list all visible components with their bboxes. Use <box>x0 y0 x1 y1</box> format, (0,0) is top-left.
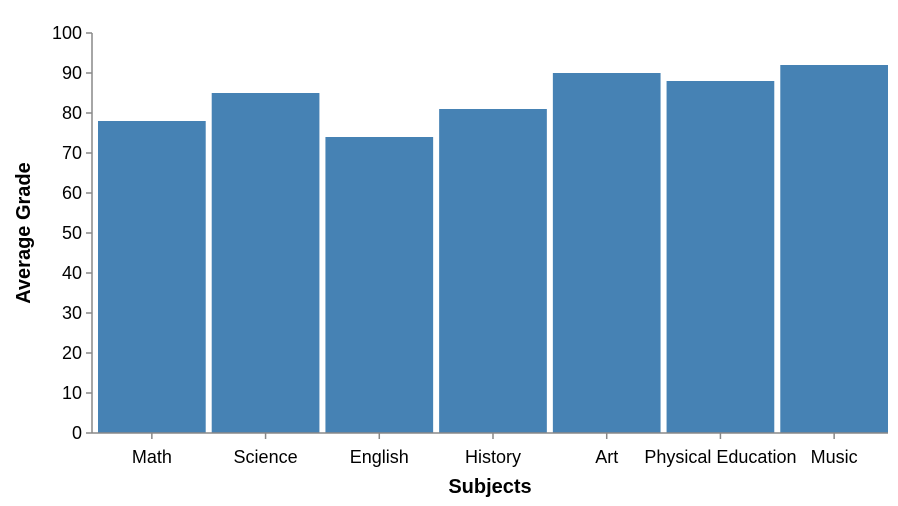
y-tick-label-30: 30 <box>62 303 82 323</box>
y-tick-label-90: 90 <box>62 63 82 83</box>
y-tick-label-70: 70 <box>62 143 82 163</box>
x-tick-label-music: Music <box>811 447 858 467</box>
y-tick-label-100: 100 <box>52 23 82 43</box>
y-tick-label-80: 80 <box>62 103 82 123</box>
y-tick-label-50: 50 <box>62 223 82 243</box>
bars-layer <box>98 65 888 433</box>
x-axis-title: Subjects <box>448 476 531 498</box>
y-axis: 0 10 20 30 40 50 60 70 80 90 100 <box>52 23 93 443</box>
bar-science <box>211 93 320 433</box>
y-tick-label-20: 20 <box>62 343 82 363</box>
x-tick-label-art: Art <box>595 447 618 467</box>
bar-math <box>98 121 206 433</box>
x-tick-label-math: Math <box>132 447 172 467</box>
bar-english <box>325 137 434 433</box>
y-tick-label-0: 0 <box>72 423 82 443</box>
bar-art <box>552 73 661 433</box>
x-tick-label-science: Science <box>234 447 298 467</box>
y-tick-label-40: 40 <box>62 263 82 283</box>
x-tick-label-physical-education: Physical Education <box>644 447 796 467</box>
bar-music <box>780 65 888 433</box>
bar-physical-education <box>666 81 775 433</box>
y-tick-label-60: 60 <box>62 183 82 203</box>
y-axis-title: Average Grade <box>13 162 35 304</box>
bar-history <box>439 109 547 433</box>
x-tick-label-english: English <box>350 447 409 467</box>
x-axis: Math Science English History Art Physical Edu… <box>92 432 888 467</box>
y-tick-label-10: 10 <box>62 383 82 403</box>
x-tick-label-history: History <box>465 447 521 467</box>
